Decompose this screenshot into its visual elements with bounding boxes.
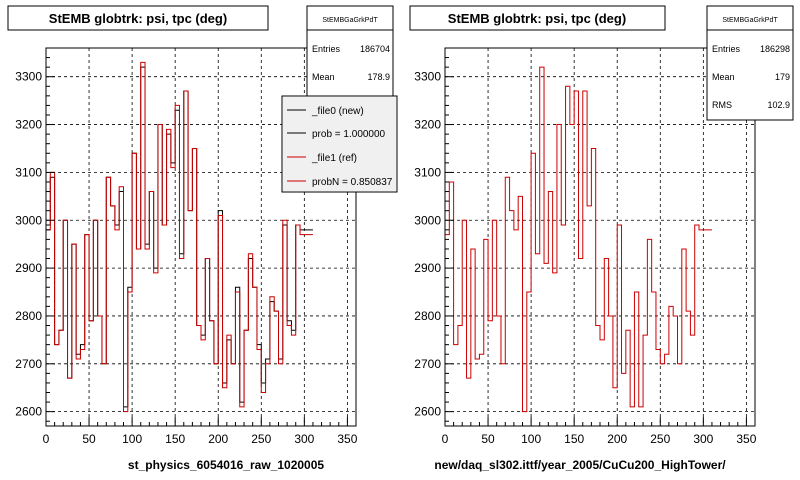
right-stats-entries-label: Entries	[712, 44, 741, 54]
y-tick-label: 3200	[414, 118, 441, 132]
y-tick-label: 2600	[414, 405, 441, 419]
left-histogram-panel: 0 50 100 150 200 250 300 350 2600 2700 2800 2900 300…	[7, 5, 398, 472]
right-series	[445, 66, 712, 413]
right-title-box	[409, 5, 666, 31]
legend-label-file0: _file0 (new)	[311, 106, 364, 117]
right-axes: 0 50 100 150 200 250 300 350 2600 2700 2800 2900 300…	[414, 57, 757, 446]
y-tick-label: 3300	[15, 70, 42, 84]
right-title: StEMB globtrk: psi, tpc (deg)	[448, 11, 626, 26]
x-tick-label: 250	[251, 432, 271, 446]
x-tick-label: 200	[208, 432, 228, 446]
left-stats-entries-label: Entries	[312, 44, 341, 54]
legend-label-prob: prob = 1.000000	[312, 129, 386, 140]
x-tick-label: 150	[165, 432, 185, 446]
right-histogram-panel: 0 50 100 150 200 250 300 350 2600 2700 2800 2900 300…	[409, 5, 794, 472]
y-tick-label: 2900	[414, 261, 441, 275]
left-x-axis-label: st_physics_6054016_raw_1020005	[128, 458, 324, 472]
x-tick-label: 350	[337, 432, 357, 446]
x-tick-label: 150	[564, 432, 584, 446]
left-stats-mean-label: Mean	[312, 72, 335, 82]
right-stats-rms-label: RMS	[712, 100, 732, 110]
right-stats-entries-value: 186298	[760, 44, 790, 54]
x-tick-label: 200	[607, 432, 627, 446]
x-tick-label: 350	[736, 432, 756, 446]
y-tick-label: 3100	[15, 165, 42, 179]
legend-shade	[283, 97, 396, 191]
x-tick-label: 50	[481, 432, 495, 446]
y-tick-label: 3300	[414, 70, 441, 84]
x-tick-label: 100	[521, 432, 541, 446]
y-tick-label: 2800	[15, 309, 42, 323]
x-tick-label: 50	[82, 432, 96, 446]
x-tick-label: 0	[442, 432, 449, 446]
right-x-axis-label: new/daq_sl302.ittf/year_2005/CuCu200_Hig…	[434, 458, 726, 472]
y-tick-label: 2900	[15, 261, 42, 275]
y-tick-label: 2700	[414, 357, 441, 371]
right-stats-mean-label: Mean	[712, 72, 735, 82]
x-tick-label: 250	[650, 432, 670, 446]
y-tick-label: 3000	[414, 213, 441, 227]
x-tick-label: 0	[43, 432, 50, 446]
y-tick-label: 2700	[15, 357, 42, 371]
right-stats-mean-value: 179	[775, 72, 790, 82]
y-tick-label: 2800	[414, 309, 441, 323]
x-tick-label: 100	[122, 432, 142, 446]
right-stats-box	[706, 5, 794, 121]
y-tick-label: 2600	[15, 405, 42, 419]
legend-label-probN: probN = 0.850837	[312, 177, 393, 188]
left-stats-box	[306, 5, 394, 103]
x-tick-label: 300	[693, 432, 713, 446]
left-axes: 0 50 100 150 200 250 300 350 2600 2700 2800 2900 300…	[15, 57, 358, 446]
left-title: StEMB globtrk: psi, tpc (deg)	[49, 11, 227, 26]
left-stats-entries-value: 186704	[360, 44, 390, 54]
left-stats-mean-value: 178.9	[367, 72, 390, 82]
y-tick-label: 3100	[414, 165, 441, 179]
histogram-series-line	[445, 66, 712, 413]
right-stats-name: StEMBGaGrkPdT	[722, 17, 778, 24]
histogram-series-line	[46, 61, 313, 413]
left-stats-name: StEMBGaGrkPdT	[322, 17, 378, 24]
left-title-box	[7, 5, 269, 31]
y-tick-label: 3200	[15, 118, 42, 132]
left-legend: _file0 (new) prob = 1.000000 _file1 (ref…	[281, 95, 398, 193]
legend-label-file1: _file1 (ref)	[311, 153, 357, 164]
right-stats-rms-value: 102.9	[767, 100, 790, 110]
x-tick-label: 300	[294, 432, 314, 446]
y-tick-label: 3000	[15, 213, 42, 227]
left-series	[46, 61, 313, 413]
